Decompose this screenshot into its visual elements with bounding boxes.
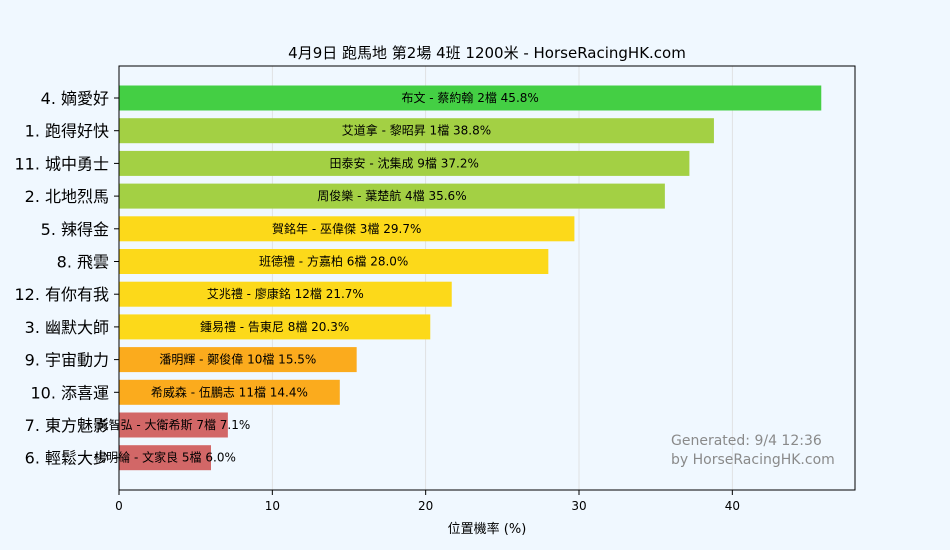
bar-label: 班德禮 - 方嘉柏 6檔 28.0% <box>259 254 408 269</box>
horse-label: 5. 辣得金 <box>41 220 109 239</box>
bar-label: 布文 - 蔡約翰 2檔 45.8% <box>401 90 538 105</box>
watermark-site: by HorseRacingHK.com <box>671 452 835 468</box>
bar <box>119 347 357 373</box>
horse-label: 6. 輕鬆大少 <box>25 449 109 468</box>
bar <box>119 85 822 111</box>
bar <box>119 281 452 307</box>
horse-label: 3. 幽默大師 <box>25 318 109 337</box>
horse-label: 1. 跑得好快 <box>25 122 109 141</box>
horse-label: 7. 東方魅影 <box>25 416 109 435</box>
bar <box>119 183 665 209</box>
bar-label: 潘明輝 - 鄭俊偉 10檔 15.5% <box>159 352 316 367</box>
bar-label: 賀銘年 - 巫偉傑 3檔 29.7% <box>272 221 421 236</box>
x-axis-label: 位置機率 (%) <box>448 521 527 537</box>
chart-title: 4月9日 跑馬地 第2場 4班 1200米 - HorseRacingHK.co… <box>288 44 686 62</box>
bar-row: 3. 幽默大師 鍾易禮 - 告東尼 8檔 20.3% <box>25 314 431 340</box>
bar-row: 8. 飛雲 班德禮 - 方嘉柏 6檔 28.0% <box>57 249 549 274</box>
x-tick-label: 20 <box>418 499 433 513</box>
horse-label: 4. 嫡愛好 <box>41 89 109 108</box>
bar <box>119 379 340 405</box>
bar-row: 1. 跑得好快 艾道拿 - 黎昭昇 1檔 38.8% <box>25 118 714 144</box>
bar <box>119 445 211 471</box>
bar <box>119 150 690 176</box>
bar <box>119 216 575 242</box>
bar-label: 黃智弘 - 大衛希斯 7檔 7.1% <box>97 417 251 432</box>
plot-border <box>118 65 856 491</box>
bar-row: 9. 宇宙動力 潘明輝 - 鄭俊偉 10檔 15.5% <box>25 347 357 373</box>
bar-row: 2. 北地烈馬 周俊樂 - 葉楚航 4檔 35.6% <box>25 183 665 209</box>
bar-label: 鍾易禮 - 告東尼 8檔 20.3% <box>200 320 349 334</box>
bar-label: 希威森 - 伍鵬志 11檔 14.4% <box>151 384 308 399</box>
bar-row: 4. 嫡愛好 布文 - 蔡約翰 2檔 45.8% <box>41 85 822 111</box>
bar-row: 5. 辣得金 賀銘年 - 巫偉傑 3檔 29.7% <box>41 216 575 242</box>
bar-label: 艾道拿 - 黎昭昇 1檔 38.8% <box>342 123 491 138</box>
x-axis-ticks: 0 10 20 30 40 <box>115 490 740 513</box>
bar <box>119 412 228 438</box>
horse-label: 11. 城中勇士 <box>14 154 109 173</box>
bar-row: 11. 城中勇士 田泰安 - 沈集成 9檔 37.2% <box>14 150 690 176</box>
horse-label: 10. 添喜運 <box>30 383 109 402</box>
bar <box>119 118 714 144</box>
bar-row: 12. 有你有我 艾兆禮 - 廖康銘 12檔 21.7% <box>14 281 452 307</box>
horse-label: 12. 有你有我 <box>14 285 109 304</box>
watermark-generated: Generated: 9/4 12:36 <box>671 433 822 449</box>
bar <box>119 314 431 340</box>
x-tick-label: 0 <box>115 499 123 513</box>
x-tick-label: 40 <box>725 499 740 513</box>
bar-label: 楊明綸 - 文家良 5檔 6.0% <box>94 450 236 465</box>
horse-label: 9. 宇宙動力 <box>25 351 109 370</box>
bar-label: 艾兆禮 - 廖康銘 12檔 21.7% <box>207 286 364 301</box>
x-tick-label: 10 <box>265 499 280 513</box>
horse-label: 2. 北地烈馬 <box>25 187 109 206</box>
horse-label: 8. 飛雲 <box>57 253 109 272</box>
bar-row: 10. 添喜運 希威森 - 伍鵬志 11檔 14.4% <box>30 379 340 405</box>
x-tick-label: 30 <box>571 499 586 513</box>
bar-label: 周俊樂 - 葉楚航 4檔 35.6% <box>317 188 466 203</box>
bar <box>119 249 549 274</box>
bars: 4. 嫡愛好 布文 - 蔡約翰 2檔 45.8% 1. 跑得好快 艾道拿 - 黎昭昇 … <box>14 85 822 471</box>
bar-label: 田泰安 - 沈集成 9檔 37.2% <box>330 155 479 170</box>
